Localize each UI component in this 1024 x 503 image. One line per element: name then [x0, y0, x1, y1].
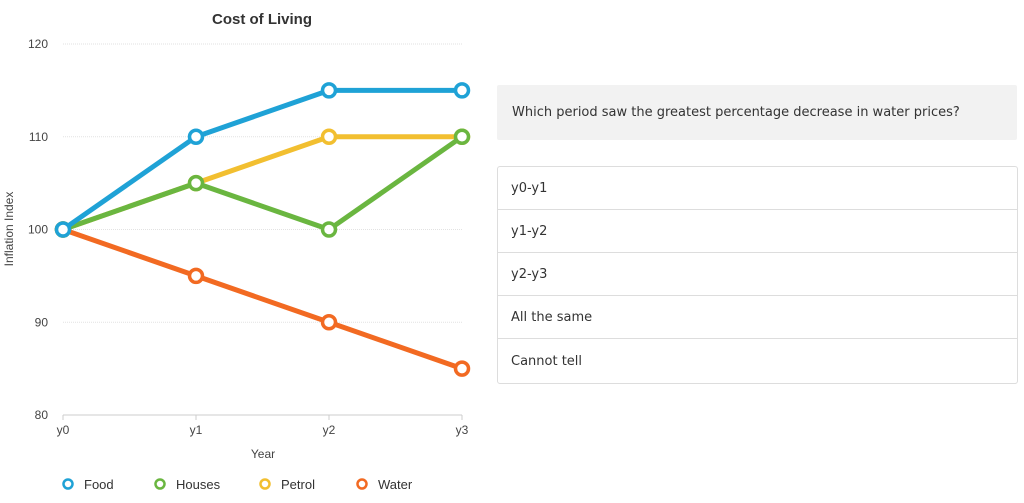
data-point[interactable]	[187, 174, 205, 192]
legend-marker	[154, 478, 166, 490]
legend-label: Water	[378, 477, 413, 492]
legend-item-petrol[interactable]: Petrol	[259, 477, 316, 492]
data-point[interactable]	[54, 221, 72, 238]
legend-marker	[62, 478, 74, 490]
y-tick-labels: 80 90 100 110 120	[28, 37, 48, 422]
legend[interactable]: Food Houses Petrol Water	[62, 477, 413, 492]
series	[54, 82, 471, 377]
data-point[interactable]	[187, 267, 205, 285]
question-box: Which period saw the greatest percentage…	[497, 85, 1017, 140]
x-tick-label: y0	[57, 423, 70, 437]
answer-option-cannot-tell[interactable]: Cannot tell	[498, 339, 1017, 383]
legend-label: Petrol	[281, 477, 315, 492]
answer-option-y2-y3[interactable]: y2-y3	[498, 253, 1017, 296]
answer-option-all-the-same[interactable]: All the same	[498, 296, 1017, 339]
chart-svg: Cost of Living 80 90 100 110 120 y0 y1 y2 y3 Ye…	[2, 11, 471, 492]
legend-item-water[interactable]: Water	[356, 477, 413, 492]
legend-label: Houses	[176, 477, 221, 492]
legend-item-houses[interactable]: Houses	[154, 477, 221, 492]
data-point[interactable]	[320, 314, 338, 331]
series-petrol	[54, 128, 471, 238]
y-tick-label: 80	[35, 408, 49, 422]
x-tick-labels: y0 y1 y2 y3	[57, 415, 469, 437]
series-line	[60, 87, 465, 232]
answer-option-y0-y1[interactable]: y0-y1	[498, 167, 1017, 210]
x-tick-label: y1	[190, 423, 203, 437]
series-line	[60, 227, 465, 372]
chart: Cost of Living 80 90 100 110 120 y0 y1 y2 y3 Ye…	[0, 0, 480, 503]
x-tick-label: y2	[323, 423, 336, 437]
answer-option-label: y2-y3	[511, 266, 548, 282]
data-point[interactable]	[453, 360, 471, 377]
answer-option-y1-y2[interactable]: y1-y2	[498, 210, 1017, 253]
data-point[interactable]	[453, 82, 471, 99]
y-axis-title: Inflation Index	[2, 192, 16, 267]
data-point[interactable]	[320, 221, 338, 238]
legend-label: Food	[84, 477, 114, 492]
data-point[interactable]	[187, 128, 205, 145]
answer-option-label: Cannot tell	[511, 353, 583, 369]
x-tick-label: y3	[456, 423, 469, 437]
grid-lines	[63, 43, 462, 416]
answer-option-label: y0-y1	[511, 180, 548, 196]
answer-options: y0-y1 y1-y2 y2-y3 All the same Cannot te…	[497, 166, 1018, 384]
series-water	[54, 221, 471, 377]
series-houses	[54, 128, 471, 238]
answer-option-label: All the same	[511, 309, 593, 325]
data-point[interactable]	[320, 128, 338, 145]
legend-marker	[356, 478, 368, 490]
y-tick-label: 90	[35, 315, 49, 329]
legend-marker	[259, 478, 271, 490]
chart-title: Cost of Living	[212, 11, 312, 28]
series-line	[60, 134, 465, 232]
y-tick-label: 110	[29, 130, 48, 144]
x-axis-title: Year	[251, 447, 275, 461]
y-tick-label: 120	[28, 37, 48, 51]
y-tick-label: 100	[28, 223, 48, 237]
series-food	[54, 82, 471, 238]
series-line	[60, 134, 465, 232]
data-point[interactable]	[320, 82, 338, 99]
answer-option-label: y1-y2	[511, 223, 548, 239]
data-point[interactable]	[453, 128, 471, 145]
legend-item-food[interactable]: Food	[62, 477, 114, 492]
question-text: Which period saw the greatest percentage…	[512, 105, 960, 120]
